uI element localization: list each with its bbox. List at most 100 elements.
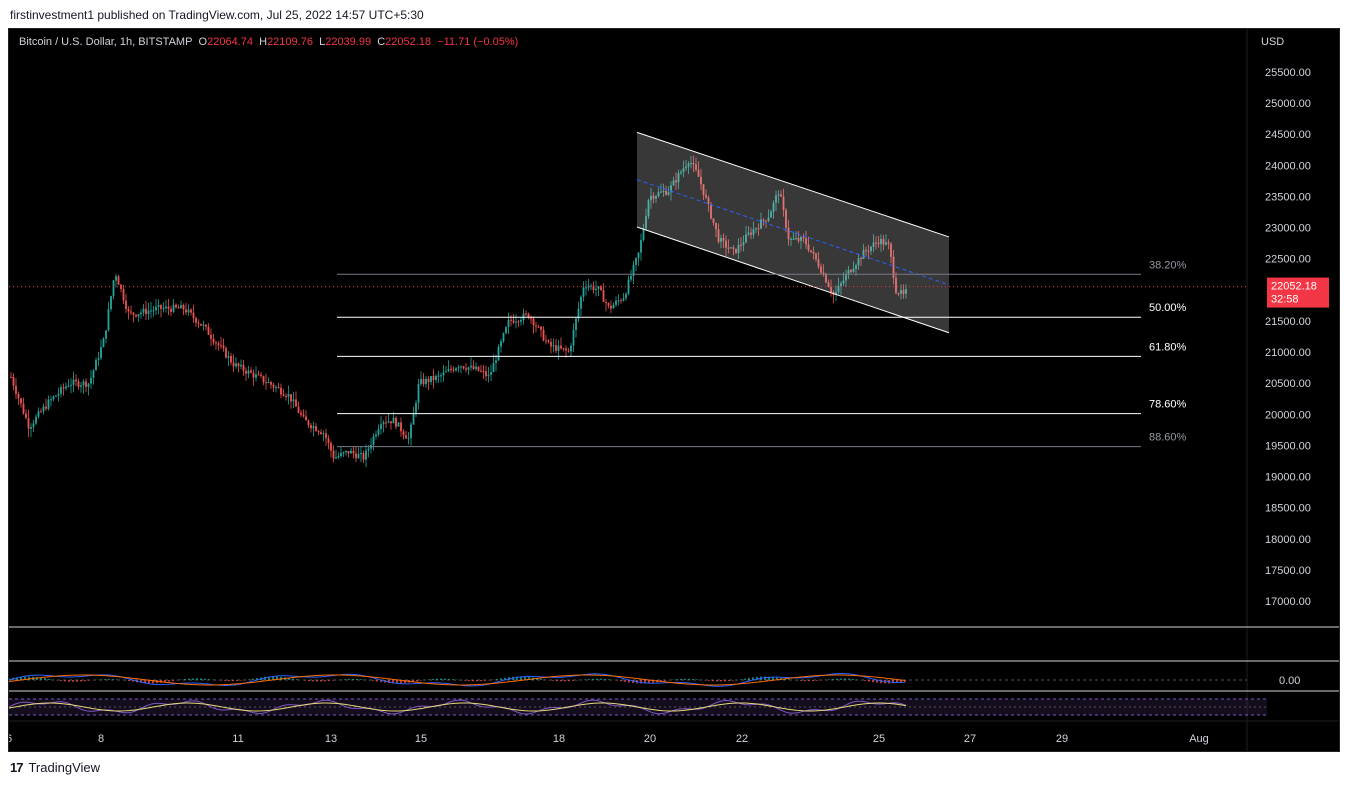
candle-body	[122, 288, 125, 301]
footer: 17 TradingView	[10, 760, 100, 775]
candle-body	[252, 372, 255, 378]
fib-level-label: 88.60%	[1149, 432, 1187, 444]
candle-body	[740, 244, 742, 246]
time-tick-label: 6	[9, 733, 12, 745]
candle-body	[402, 431, 405, 436]
candle-body	[850, 270, 852, 272]
candle-body	[730, 247, 732, 249]
candle-body	[857, 258, 860, 266]
candle-body	[80, 385, 82, 387]
candle-body	[245, 370, 247, 374]
candle-body	[187, 309, 190, 313]
candle-body	[200, 323, 202, 326]
candle-body	[737, 244, 740, 253]
candle-body	[485, 371, 487, 377]
candle-body	[397, 422, 400, 427]
price-tick-label: 22500.00	[1265, 254, 1311, 266]
candle-body	[447, 368, 450, 372]
candle-body	[835, 292, 837, 295]
candle-body	[162, 308, 165, 310]
candle-body	[800, 236, 802, 241]
candle-body	[592, 285, 595, 290]
candle-body	[722, 238, 725, 241]
candle-body	[160, 304, 162, 309]
candle-body	[665, 190, 667, 195]
candle-body	[495, 360, 497, 363]
candle-body	[755, 228, 757, 230]
candle-body	[517, 321, 520, 323]
candle-body	[232, 362, 235, 367]
candle-body	[530, 317, 532, 319]
candle-body	[752, 229, 755, 235]
candle-body	[777, 194, 780, 196]
candle-body	[230, 355, 232, 363]
chart-panel[interactable]: USD 25500.00 25000.00 24500.00 24000.00 23500…	[8, 28, 1340, 752]
candle-body	[535, 325, 537, 327]
candle-body	[55, 395, 57, 397]
time-tick-label: 13	[325, 733, 337, 745]
candle-body	[390, 421, 392, 424]
time-tick-label: Aug	[1189, 733, 1209, 745]
candle-body	[637, 252, 640, 259]
candle-body	[432, 376, 435, 381]
tradingview-logo-icon: 17	[10, 760, 24, 775]
candle-body	[675, 180, 677, 183]
candle-body	[147, 310, 150, 315]
candle-body	[135, 314, 137, 317]
candle-body	[572, 329, 575, 346]
candle-body	[102, 338, 105, 348]
time-tick-label: 18	[553, 733, 565, 745]
candle-body	[315, 426, 317, 432]
candle-body	[765, 220, 767, 222]
candle-body	[502, 333, 505, 342]
candle-body	[150, 310, 152, 312]
candle-body	[145, 308, 147, 315]
fib-level-label: 50.00%	[1149, 302, 1187, 314]
candle-body	[855, 265, 857, 269]
candle-body	[140, 312, 142, 315]
candle-body	[612, 304, 615, 309]
low-value: 22039.99	[325, 36, 372, 48]
candle-body	[690, 163, 692, 165]
signal-line	[9, 674, 906, 686]
candle-body	[240, 364, 242, 367]
candle-body	[865, 249, 867, 251]
candle-body	[360, 453, 362, 455]
candle-body	[695, 164, 697, 170]
candle-body	[262, 376, 265, 383]
candle-body	[475, 366, 477, 370]
candle-body	[497, 346, 500, 361]
candle-body	[685, 166, 687, 169]
candle-body	[175, 304, 177, 308]
candle-body	[457, 367, 460, 369]
candle-body	[552, 345, 555, 347]
candle-body	[362, 453, 365, 460]
candle-body	[862, 249, 865, 259]
candle-body	[425, 378, 427, 385]
candle-body	[75, 379, 77, 382]
candle-body	[467, 367, 470, 370]
candle-body	[85, 381, 87, 387]
price-tick-label: 24000.00	[1265, 160, 1311, 172]
candle-body	[17, 393, 20, 399]
candle-body	[650, 195, 652, 201]
candle-body	[152, 310, 155, 312]
candle-body	[670, 185, 672, 193]
candle-body	[897, 293, 900, 295]
candle-body	[822, 272, 825, 275]
candle-body	[260, 374, 262, 377]
candle-body	[725, 240, 727, 248]
candle-body	[407, 438, 410, 440]
candle-body	[482, 370, 485, 372]
price-tick-label: 20000.00	[1265, 409, 1311, 421]
candle-body	[602, 290, 605, 302]
candle-body	[367, 448, 370, 451]
publisher-line: firstinvestment1 published on TradingVie…	[10, 8, 424, 22]
candle-body	[810, 250, 812, 252]
candle-body	[307, 420, 310, 426]
candle-body	[182, 305, 185, 310]
candle-body	[377, 429, 380, 435]
candle-body	[875, 242, 877, 244]
time-tick-label: 27	[964, 733, 976, 745]
price-chart[interactable]: USD 25500.00 25000.00 24500.00 24000.00 23500…	[9, 29, 1339, 751]
